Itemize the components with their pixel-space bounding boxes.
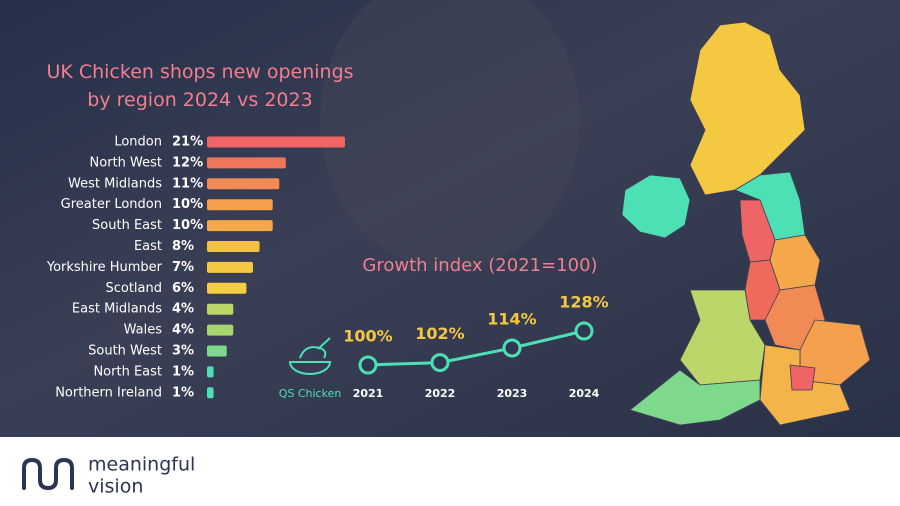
value-label: 10% — [172, 197, 203, 212]
value-label: 6% — [172, 281, 194, 296]
value-label: 11% — [172, 176, 203, 191]
value-label: 114% — [487, 310, 536, 329]
bar — [207, 345, 227, 357]
category-label: Wales — [124, 323, 163, 338]
category-label: Northern Ireland — [55, 385, 162, 400]
bar-chart-title: UK Chicken shops new openings by region … — [46, 61, 354, 111]
uk-map — [621, 21, 871, 426]
bar — [207, 241, 260, 252]
chicken-icon — [288, 337, 332, 375]
category-label: East — [134, 239, 162, 254]
category-label: London — [114, 135, 162, 150]
brand-name: vision — [88, 476, 143, 498]
bar — [207, 261, 253, 273]
value-label: 1% — [172, 364, 194, 379]
series-label: QS Chicken — [279, 387, 342, 400]
value-label: 102% — [415, 324, 464, 343]
x-tick-label: 2021 — [353, 387, 384, 400]
point — [574, 321, 594, 341]
photo-shade — [320, 0, 580, 270]
bar — [207, 303, 234, 315]
point — [502, 338, 522, 358]
value-label: 4% — [172, 323, 194, 338]
x-tick-label: 2022 — [425, 387, 456, 400]
logo-icon — [22, 457, 74, 491]
bar — [207, 199, 273, 211]
point — [430, 353, 450, 373]
category-label: West Midlands — [68, 176, 162, 191]
value-label: 100% — [343, 327, 392, 346]
brand-name: meaningful — [88, 454, 195, 476]
bar — [207, 178, 280, 190]
category-label: South West — [88, 344, 162, 359]
bar — [207, 387, 214, 399]
category-label: Scotland — [105, 281, 162, 296]
line — [367, 329, 585, 367]
category-label: Yorkshire Humber — [46, 260, 163, 275]
value-label: 8% — [172, 239, 194, 254]
category-label: North West — [90, 155, 162, 170]
bar — [207, 366, 214, 378]
bar — [207, 324, 234, 336]
category-label: Greater London — [61, 197, 162, 212]
bar — [207, 282, 247, 294]
category-label: East Midlands — [72, 302, 162, 317]
bar — [207, 136, 345, 148]
value-label: 10% — [172, 218, 203, 233]
x-tick-label: 2024 — [569, 387, 600, 400]
line-chart-title: Growth index (2021=100) — [362, 255, 597, 276]
category-label: North East — [93, 364, 162, 379]
value-label: 21% — [172, 135, 203, 150]
category-label: South East — [92, 218, 162, 233]
value-label: 7% — [172, 260, 194, 275]
value-label: 1% — [172, 385, 194, 400]
bar — [207, 220, 273, 232]
bar — [207, 157, 286, 169]
value-label: 3% — [172, 344, 194, 359]
footer — [0, 437, 900, 506]
value-label: 128% — [559, 293, 608, 312]
value-label: 4% — [172, 302, 194, 317]
value-label: 12% — [172, 155, 203, 170]
point — [358, 355, 378, 375]
x-tick-label: 2023 — [497, 387, 528, 400]
